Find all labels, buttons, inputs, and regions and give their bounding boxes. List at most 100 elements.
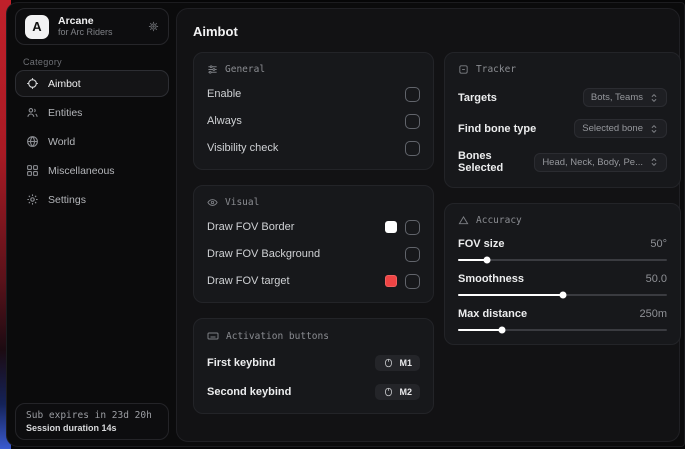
globe-icon (26, 135, 39, 148)
dropdown-label: Find bone type (458, 122, 537, 135)
sidebar-item-label: Aimbot (48, 77, 81, 90)
slider-row: Max distance 250m (458, 308, 667, 320)
slider-group: Smoothness 50.0 (458, 273, 667, 299)
sidebar-item-label: Miscellaneous (48, 164, 115, 177)
setting-row: Draw FOV Background (207, 246, 420, 262)
find-bone-type-dropdown[interactable]: Selected bone (574, 119, 667, 138)
sidebar-item-label: Settings (48, 193, 86, 206)
content-columns: General Enable Always Visibility check (193, 52, 681, 414)
slider-group: FOV size 50° (458, 238, 667, 264)
card-title: Accuracy (476, 215, 522, 226)
right-column: Tracker Targets Bots, Teams (444, 52, 681, 414)
sidebar: A Arcane for Arc Riders Category (7, 3, 176, 446)
sidebar-item-aimbot[interactable]: Aimbot (15, 70, 169, 97)
accuracy-card: Accuracy FOV size 50° (444, 203, 681, 345)
dropdown-label: Targets (458, 91, 497, 104)
color-swatch-white[interactable] (385, 221, 397, 233)
setting-controls (405, 246, 420, 262)
dropdown-value: Selected bone (582, 123, 643, 134)
draw-fov-background-checkbox[interactable] (405, 246, 420, 262)
entities-icon (26, 106, 39, 119)
smoothness-slider[interactable] (458, 291, 667, 299)
left-column: General Enable Always Visibility check (193, 52, 434, 414)
activation-card-header: Activation buttons (207, 330, 420, 342)
keybind-row: Second keybind M2 (207, 384, 420, 400)
sidebar-item-world[interactable]: World (15, 128, 169, 155)
slider-row: FOV size 50° (458, 238, 667, 250)
slider-label: Smoothness (458, 273, 525, 285)
slider-label: Max distance (458, 308, 528, 320)
max-distance-slider[interactable] (458, 326, 667, 334)
sidebar-item-miscellaneous[interactable]: Miscellaneous (15, 157, 169, 184)
chevrons-up-down-icon (649, 157, 659, 167)
gear-icon[interactable] (148, 21, 159, 32)
general-card: General Enable Always Visibility check (193, 52, 434, 170)
setting-row: Draw FOV target (207, 273, 420, 289)
slider-handle[interactable] (498, 326, 506, 334)
enable-checkbox[interactable] (405, 86, 420, 102)
fov-size-slider[interactable] (458, 256, 667, 264)
slider-fill (458, 259, 488, 261)
setting-controls (385, 273, 420, 289)
app-logo: A (25, 14, 49, 39)
setting-row: Draw FOV Border (207, 219, 420, 235)
eye-icon (207, 197, 218, 208)
slider-group: Max distance 250m (458, 308, 667, 334)
sidebar-item-label: World (48, 135, 76, 148)
card-title: Visual (225, 197, 260, 208)
accuracy-card-header: Accuracy (458, 215, 667, 226)
slider-fill (458, 329, 502, 331)
crosshair-icon (26, 77, 39, 90)
setting-label: Visibility check (207, 142, 279, 154)
slider-row: Smoothness 50.0 (458, 273, 667, 285)
sub-expiry-text: Sub expires in 23d 20h (26, 410, 152, 421)
general-card-header: General (207, 64, 420, 75)
triangle-icon (458, 215, 469, 226)
card-title: General (225, 64, 266, 75)
setting-row: Always (207, 113, 420, 129)
app-title: Arcane (58, 15, 94, 28)
tracker-card-header: Tracker (458, 64, 667, 75)
sidebar-item-entities[interactable]: Entities (15, 99, 169, 126)
category-label: Category (23, 57, 62, 67)
slider-value: 50.0 (645, 273, 667, 285)
color-swatch-red[interactable] (385, 275, 397, 287)
setting-controls (385, 219, 420, 235)
desktop-background-strip (0, 0, 11, 449)
dropdown-label: Bones Selected (458, 150, 504, 174)
setting-label: Enable (207, 88, 242, 100)
keyboard-icon (207, 330, 219, 342)
app-subtitle: for Arc Riders (58, 27, 113, 38)
tracker-card: Tracker Targets Bots, Teams (444, 52, 681, 188)
setting-label: Always (207, 115, 242, 127)
slider-handle[interactable] (559, 291, 566, 299)
visual-card-header: Visual (207, 197, 420, 208)
slider-handle[interactable] (483, 256, 491, 264)
keybind-value: M2 (399, 387, 412, 397)
card-title: Activation buttons (226, 330, 329, 342)
draw-fov-border-checkbox[interactable] (405, 219, 420, 235)
targets-dropdown[interactable]: Bots, Teams (582, 88, 667, 107)
slider-fill (458, 294, 563, 296)
visibility-check-checkbox[interactable] (405, 140, 420, 156)
main-panel: Aimbot General Enable (176, 8, 681, 442)
dropdown-value: Head, Neck, Body, Pe... (542, 156, 643, 168)
keybind-value: M1 (399, 358, 412, 368)
sidebar-item-settings[interactable]: Settings (15, 186, 169, 213)
slider-value: 50° (650, 238, 667, 250)
draw-fov-target-checkbox[interactable] (405, 273, 420, 289)
sliders-icon (207, 64, 218, 75)
app-header-card: A Arcane for Arc Riders (15, 8, 169, 45)
always-checkbox[interactable] (405, 113, 420, 129)
page-title: Aimbot (193, 24, 238, 39)
second-keybind-button[interactable]: M2 (375, 384, 420, 400)
first-keybind-button[interactable]: M1 (375, 355, 420, 371)
bones-selected-dropdown[interactable]: Head, Neck, Body, Pe... (534, 152, 667, 172)
sidebar-item-label: Entities (48, 106, 83, 119)
subscription-card: Sub expires in 23d 20h Session duration … (15, 403, 169, 440)
setting-label: Draw FOV target (207, 275, 290, 287)
keybind-label: Second keybind (207, 386, 292, 398)
activation-card: Activation buttons First keybind M1 (193, 318, 434, 414)
app-window: A Arcane for Arc Riders Category (6, 2, 685, 447)
setting-row: Visibility check (207, 140, 420, 156)
